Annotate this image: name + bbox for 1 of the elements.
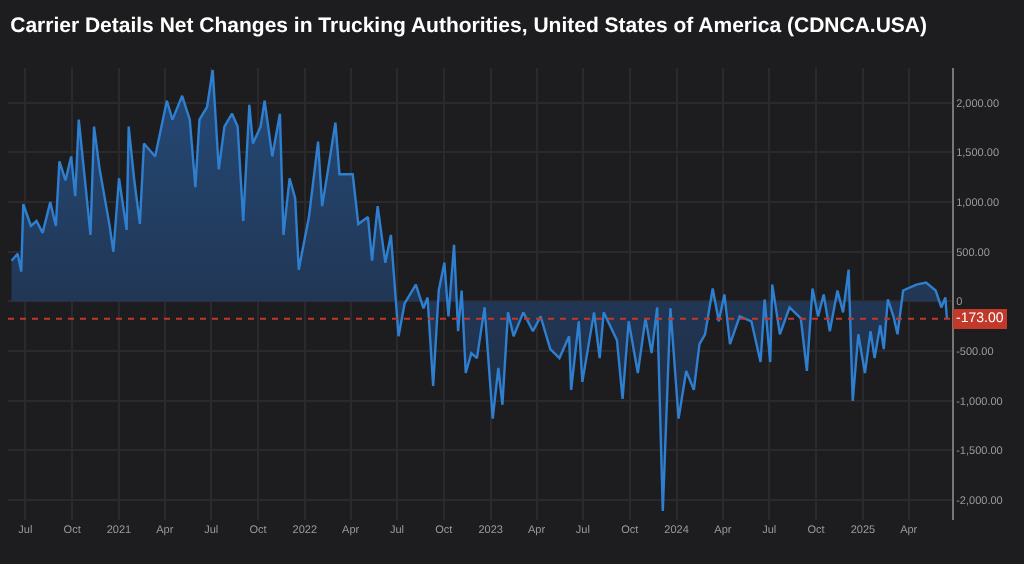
chart-title: Carrier Details Net Changes in Trucking Authorities, United States of America (CDNCA.USA) [10, 13, 928, 38]
